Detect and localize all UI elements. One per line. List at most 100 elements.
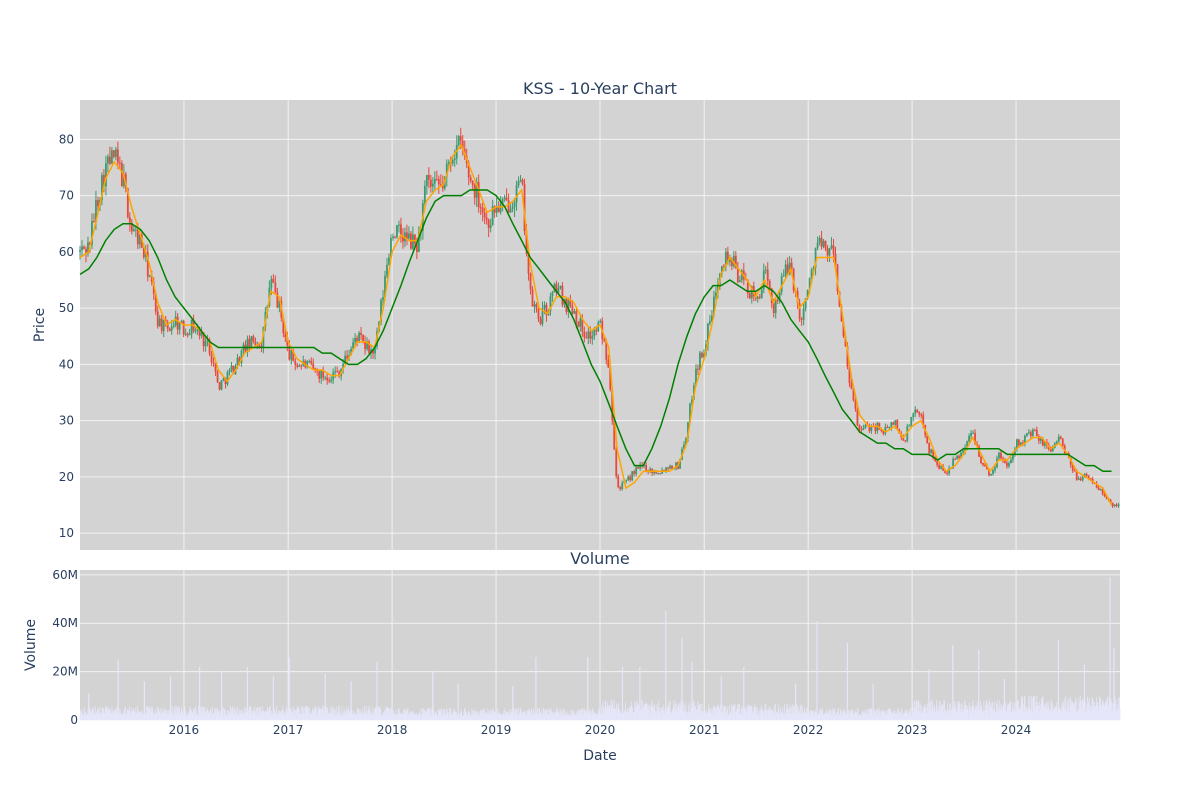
candle-body: [603, 339, 606, 342]
price-y-axis-title: Price: [32, 308, 48, 342]
x-tick-label: 2022: [793, 723, 824, 737]
candle-body: [467, 163, 470, 178]
x-tick-label: 2024: [1001, 723, 1032, 737]
price-y-ticks: 10 20 30 40 50 60 70 80: [59, 132, 74, 540]
candle-body: [519, 179, 522, 182]
candle-body: [130, 222, 133, 232]
candle-body: [687, 422, 689, 439]
candle-body: [621, 483, 624, 490]
candle-body: [210, 353, 213, 362]
candle-body: [940, 466, 943, 469]
candle-body: [772, 303, 775, 313]
candle-body: [415, 243, 418, 252]
candle-body: [154, 293, 157, 312]
candle-body: [328, 380, 331, 382]
candle-body: [509, 209, 512, 213]
candle-body: [352, 342, 354, 349]
candle-body: [1073, 470, 1076, 472]
candle-body: [388, 257, 390, 265]
candle-body: [818, 237, 821, 243]
candle-body: [531, 289, 534, 307]
candle-body: [392, 236, 394, 239]
candle-body: [768, 280, 771, 289]
candle-body: [258, 345, 261, 347]
candle-body: [1006, 462, 1008, 467]
candle-body: [850, 383, 853, 389]
candle-body: [856, 408, 859, 426]
candle-body: [162, 319, 165, 331]
candle-body: [190, 319, 193, 335]
candle-body: [910, 417, 913, 426]
candle-body: [214, 363, 217, 372]
candle-body: [667, 467, 669, 469]
candle-body: [515, 185, 518, 203]
candle-body: [503, 197, 506, 200]
candle-body: [459, 136, 462, 141]
candle-body: [439, 184, 442, 186]
candle-body: [1089, 478, 1092, 480]
candle-body: [994, 467, 996, 471]
candle-body: [101, 175, 103, 200]
candle-body: [489, 225, 492, 229]
candle-body: [312, 363, 315, 369]
price-y-tick-label: 70: [59, 189, 74, 203]
candle-body: [786, 264, 789, 275]
candle-body: [200, 332, 203, 336]
candle-body: [607, 359, 610, 368]
candle-body: [709, 320, 711, 324]
candle-body: [728, 258, 731, 263]
candle-body: [479, 207, 482, 209]
candle-body: [834, 253, 837, 265]
candle-body: [136, 229, 139, 245]
candle-body: [473, 184, 476, 198]
candle-body: [1023, 435, 1026, 444]
candle-body: [715, 292, 717, 297]
candle-body: [926, 435, 929, 444]
candle-body: [87, 242, 89, 254]
candle-body: [852, 388, 855, 401]
candle-body: [691, 399, 693, 404]
candle-body: [206, 339, 209, 342]
candle-body: [782, 275, 785, 277]
candle-body: [746, 279, 749, 294]
volume-y-tick-label: 60M: [52, 568, 78, 582]
candle-body: [1016, 439, 1018, 449]
candle-body: [860, 429, 863, 431]
candle-body: [559, 285, 562, 289]
candle-body: [507, 200, 510, 213]
candle-body: [400, 224, 402, 237]
candle-body: [372, 349, 374, 354]
candle-body: [1099, 489, 1102, 491]
candle-body: [1103, 493, 1106, 497]
candle-body: [908, 425, 911, 427]
candle-body: [103, 175, 105, 187]
candle-body: [986, 465, 988, 470]
candle-body: [984, 464, 986, 466]
candle-body: [631, 471, 634, 481]
candle-body: [609, 367, 612, 390]
candle-body: [960, 452, 962, 458]
candle-body: [571, 305, 574, 314]
candle-body: [864, 425, 867, 429]
candle-body: [1081, 476, 1084, 481]
candle-body: [1087, 475, 1090, 479]
candle-body: [736, 267, 739, 282]
candle-body: [360, 332, 362, 335]
candle-body: [176, 316, 179, 330]
candle-body: [368, 341, 370, 354]
candle-body: [774, 300, 777, 313]
candle-body: [916, 409, 919, 413]
candle-body: [766, 269, 769, 281]
candle-body: [236, 357, 239, 367]
candle-body: [224, 378, 227, 385]
candle-body: [780, 276, 783, 293]
candle-body: [764, 269, 767, 271]
candle-body: [308, 360, 311, 362]
candle-body: [499, 203, 502, 213]
candle-body: [830, 245, 833, 249]
candle-body: [549, 296, 552, 312]
candle-body: [198, 328, 201, 336]
candle-body: [156, 311, 159, 327]
candle-body: [501, 199, 504, 204]
candle-body: [324, 377, 327, 379]
